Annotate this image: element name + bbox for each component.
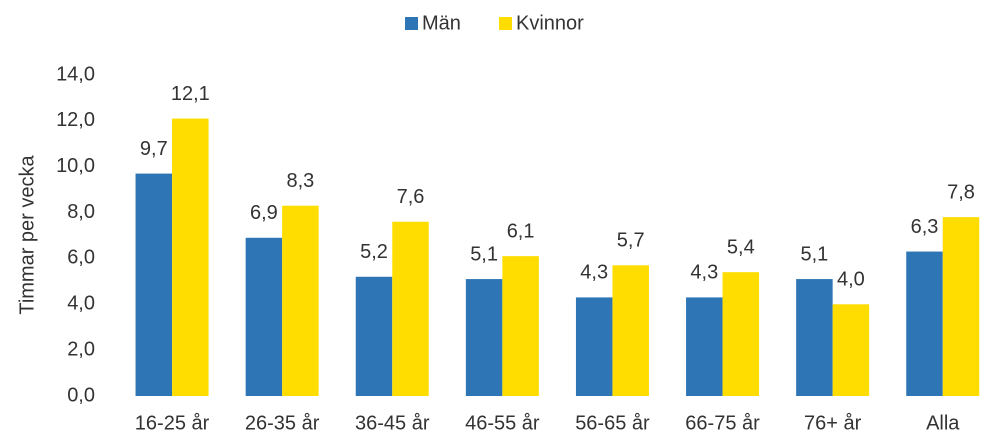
bar <box>502 256 539 396</box>
bar <box>245 237 283 396</box>
y-tick-label: 6,0 <box>67 247 95 269</box>
x-tick-label: 26-35 år <box>245 412 320 434</box>
y-tick-label: 10,0 <box>56 155 95 177</box>
bar <box>282 205 319 396</box>
bar <box>135 173 173 396</box>
data-label: 7,6 <box>397 186 425 208</box>
data-label: 4,3 <box>690 262 718 284</box>
bar <box>906 251 943 396</box>
data-label: 9,7 <box>140 138 168 160</box>
data-label: 12,1 <box>171 83 210 105</box>
data-label: 7,8 <box>947 181 975 203</box>
bar <box>612 265 649 396</box>
bar <box>722 272 760 396</box>
y-tick-label: 8,0 <box>67 201 95 223</box>
data-label: 6,1 <box>507 220 535 242</box>
y-tick-label: 14,0 <box>56 63 95 85</box>
x-tick-label: 76+ år <box>804 412 862 434</box>
y-tick-label: 12,0 <box>56 109 95 131</box>
bar <box>686 297 723 396</box>
bar <box>465 279 503 396</box>
bar <box>796 279 833 396</box>
data-label: 5,7 <box>617 230 645 252</box>
y-axis-title: Timmar per vecka <box>16 154 38 314</box>
y-tick-label: 0,0 <box>67 384 95 406</box>
bar <box>355 276 393 396</box>
x-tick-label: 56-65 år <box>575 412 650 434</box>
legend-label: Män <box>422 12 461 34</box>
legend-swatch <box>405 17 418 30</box>
bar <box>392 221 429 396</box>
x-tick-label: 36-45 år <box>355 412 430 434</box>
bar <box>832 304 870 396</box>
legend-swatch <box>499 17 512 30</box>
bar <box>575 297 613 396</box>
data-label: 5,4 <box>727 236 755 258</box>
data-label: 4,3 <box>580 262 608 284</box>
bar <box>942 217 980 396</box>
y-tick-label: 4,0 <box>67 293 95 315</box>
data-label: 5,1 <box>800 243 828 265</box>
x-tick-label: Alla <box>926 412 960 434</box>
data-label: 5,1 <box>470 243 498 265</box>
data-label: 6,3 <box>911 216 939 238</box>
x-tick-label: 16-25 år <box>135 412 210 434</box>
data-label: 5,2 <box>360 241 388 263</box>
x-tick-label: 46-55 år <box>465 412 540 434</box>
data-label: 6,9 <box>250 202 278 224</box>
data-label: 4,0 <box>837 269 865 291</box>
legend-label: Kvinnor <box>516 12 584 34</box>
bar <box>172 118 209 397</box>
x-tick-label: 66-75 år <box>685 412 760 434</box>
y-tick-label: 2,0 <box>67 338 95 360</box>
data-label: 8,3 <box>286 170 314 192</box>
